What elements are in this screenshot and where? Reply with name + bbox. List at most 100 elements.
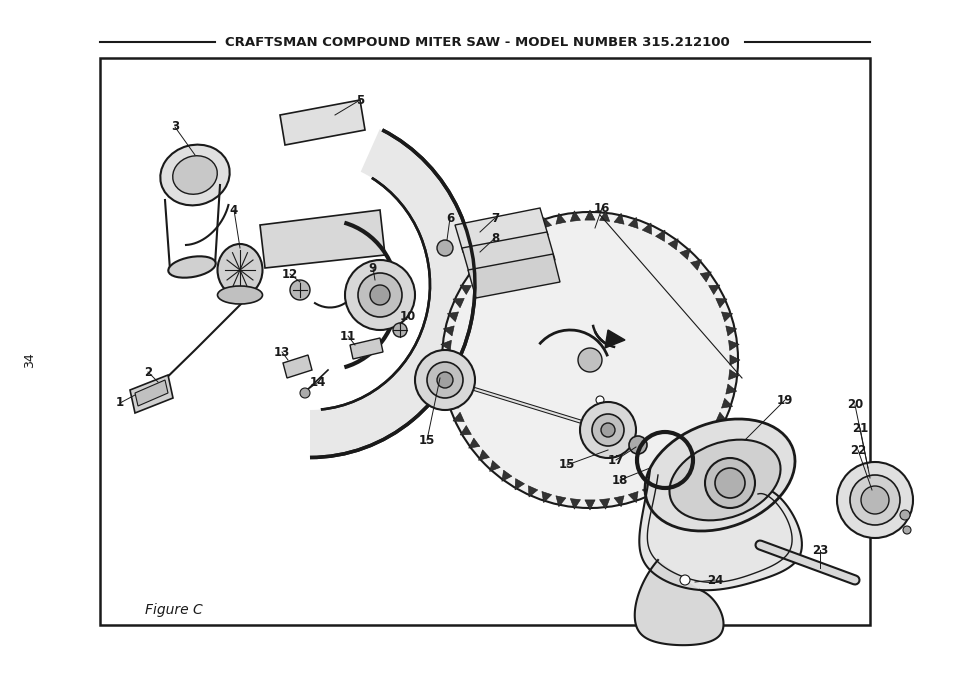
Polygon shape [667, 470, 678, 481]
Circle shape [836, 462, 912, 538]
Text: 8: 8 [491, 232, 498, 244]
Polygon shape [453, 412, 464, 422]
Circle shape [436, 372, 453, 388]
Text: 21: 21 [851, 422, 867, 435]
Text: 5: 5 [355, 94, 364, 107]
Polygon shape [350, 338, 382, 359]
Polygon shape [453, 298, 464, 308]
Polygon shape [440, 369, 451, 380]
Text: 11: 11 [339, 329, 355, 342]
Circle shape [579, 402, 636, 458]
Polygon shape [461, 232, 555, 276]
Polygon shape [528, 223, 537, 234]
Polygon shape [280, 100, 365, 145]
Polygon shape [598, 498, 609, 509]
Text: 15: 15 [558, 458, 575, 471]
Circle shape [441, 212, 738, 508]
Text: 22: 22 [849, 443, 865, 456]
Text: 23: 23 [811, 543, 827, 557]
Circle shape [714, 468, 744, 498]
Polygon shape [584, 500, 595, 510]
Text: 16: 16 [593, 202, 610, 215]
Polygon shape [447, 312, 458, 322]
Polygon shape [690, 449, 700, 460]
Polygon shape [310, 129, 475, 457]
Polygon shape [443, 326, 454, 336]
Circle shape [290, 280, 310, 300]
Circle shape [899, 510, 909, 520]
Text: 9: 9 [369, 261, 376, 274]
Text: 19: 19 [776, 394, 792, 407]
Text: 13: 13 [274, 346, 290, 359]
Polygon shape [489, 460, 499, 471]
Circle shape [679, 575, 689, 585]
Polygon shape [628, 217, 638, 229]
Polygon shape [478, 449, 489, 460]
Text: 24: 24 [706, 574, 722, 587]
Polygon shape [725, 326, 736, 336]
Polygon shape [130, 375, 172, 413]
Polygon shape [135, 380, 168, 406]
Circle shape [849, 475, 899, 525]
Polygon shape [447, 399, 458, 408]
Text: 2: 2 [144, 365, 152, 378]
Circle shape [299, 388, 310, 398]
Circle shape [357, 273, 401, 317]
Polygon shape [604, 330, 624, 348]
Polygon shape [459, 285, 471, 295]
Polygon shape [708, 285, 720, 295]
Text: 6: 6 [445, 211, 454, 225]
Text: 14: 14 [310, 375, 326, 388]
Polygon shape [570, 498, 579, 509]
Text: 12: 12 [281, 268, 297, 280]
Circle shape [600, 423, 615, 437]
Polygon shape [634, 560, 722, 645]
Polygon shape [700, 438, 711, 448]
Polygon shape [655, 479, 664, 490]
Circle shape [592, 414, 623, 446]
Polygon shape [440, 340, 451, 350]
Circle shape [902, 526, 910, 534]
Circle shape [436, 240, 453, 256]
Polygon shape [283, 355, 312, 378]
Polygon shape [260, 210, 385, 268]
Polygon shape [628, 492, 638, 502]
Text: 18: 18 [611, 473, 627, 486]
Polygon shape [541, 492, 551, 502]
Circle shape [704, 458, 754, 508]
Polygon shape [715, 412, 726, 422]
Polygon shape [468, 254, 559, 298]
Polygon shape [570, 210, 579, 221]
Polygon shape [468, 438, 479, 448]
Polygon shape [556, 213, 565, 224]
Polygon shape [443, 384, 454, 394]
Text: CRAFTSMAN COMPOUND MITER SAW - MODEL NUMBER 315.212100: CRAFTSMAN COMPOUND MITER SAW - MODEL NUM… [224, 35, 729, 48]
Circle shape [861, 486, 888, 514]
Ellipse shape [217, 244, 262, 296]
Polygon shape [720, 312, 732, 322]
Circle shape [345, 260, 415, 330]
Ellipse shape [644, 419, 794, 531]
Polygon shape [725, 384, 736, 394]
Text: 34: 34 [24, 352, 36, 368]
Circle shape [370, 285, 390, 305]
Polygon shape [667, 238, 678, 250]
Polygon shape [720, 399, 732, 408]
Circle shape [578, 348, 601, 372]
Polygon shape [501, 470, 512, 481]
Polygon shape [614, 213, 623, 224]
Polygon shape [690, 259, 700, 270]
Ellipse shape [168, 256, 215, 278]
Ellipse shape [669, 439, 780, 520]
Text: 20: 20 [846, 399, 862, 411]
Circle shape [427, 362, 462, 398]
Polygon shape [708, 426, 720, 435]
Polygon shape [556, 496, 565, 507]
Polygon shape [468, 272, 479, 282]
Polygon shape [679, 249, 690, 259]
Bar [100, 58, 869, 625]
Polygon shape [700, 272, 711, 282]
Text: 17: 17 [607, 454, 623, 466]
Polygon shape [641, 485, 651, 497]
Ellipse shape [172, 155, 217, 194]
